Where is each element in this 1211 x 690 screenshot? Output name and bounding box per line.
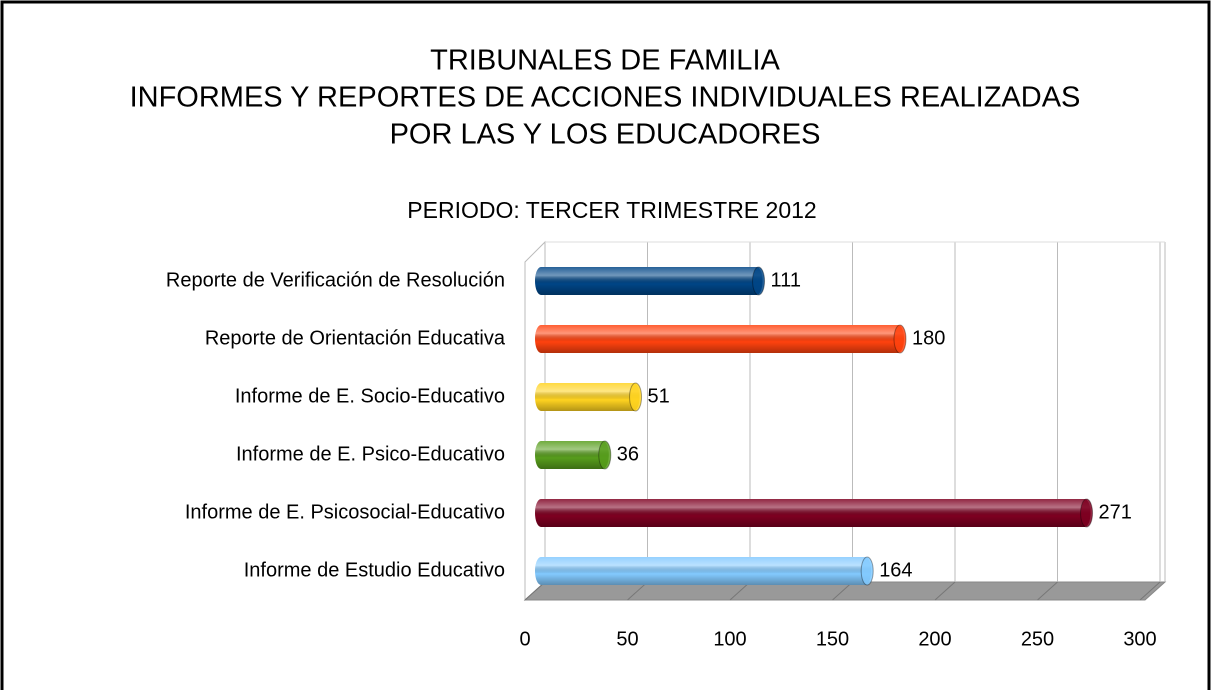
y-tick-label: Reporte de Verificación de Resolución — [166, 269, 505, 291]
bar-cap — [752, 266, 766, 296]
value-label: 164 — [879, 559, 912, 581]
grid-line — [1139, 581, 1161, 601]
side-wall — [524, 240, 546, 602]
grid-line — [934, 581, 956, 601]
value-label: 36 — [617, 443, 639, 465]
bar-shine — [535, 267, 763, 295]
bar-shine — [535, 441, 609, 469]
x-tick-label: 50 — [616, 628, 638, 650]
y-tick-label: Reporte de Orientación Educativa — [205, 327, 506, 349]
y-tick-label: Informe de E. Psicosocial-Educativo — [185, 501, 505, 523]
bar-cap — [1080, 498, 1094, 528]
x-tick-label: 100 — [713, 628, 746, 650]
bar-shine — [535, 383, 640, 411]
x-tick-label: 300 — [1123, 628, 1156, 650]
value-label: 111 — [771, 269, 801, 291]
bar-shine — [535, 499, 1091, 527]
y-tick-label: Informe de E. Psico-Educativo — [236, 443, 505, 465]
x-tick-label: 150 — [816, 628, 849, 650]
chart-subtitle: PERIODO: TERCER TRIMESTRE 2012 — [407, 197, 816, 223]
value-label: 271 — [1099, 501, 1132, 523]
x-tick-label: 200 — [918, 628, 951, 650]
x-tick-label: 0 — [519, 628, 530, 650]
chart-title: POR LAS Y LOS EDUCADORES — [390, 119, 821, 151]
value-label: 51 — [648, 385, 670, 407]
value-label: 180 — [912, 327, 945, 349]
bar-shine — [535, 557, 872, 585]
y-tick-label: Informe de E. Socio-Educativo — [235, 385, 505, 407]
y-tick-label: Informe de Estudio Educativo — [244, 559, 505, 581]
bar-shine — [535, 325, 904, 353]
x-tick-label: 250 — [1021, 628, 1054, 650]
bar-cap — [893, 324, 907, 354]
chart-title: TRIBUNALES DE FAMILIA — [430, 45, 780, 77]
bar-cap — [629, 382, 643, 412]
grid-line — [1037, 581, 1058, 601]
bar-cap — [860, 556, 874, 586]
bar-cap — [598, 440, 612, 470]
chart-title: INFORMES Y REPORTES DE ACCIONES INDIVIDU… — [130, 82, 1081, 114]
